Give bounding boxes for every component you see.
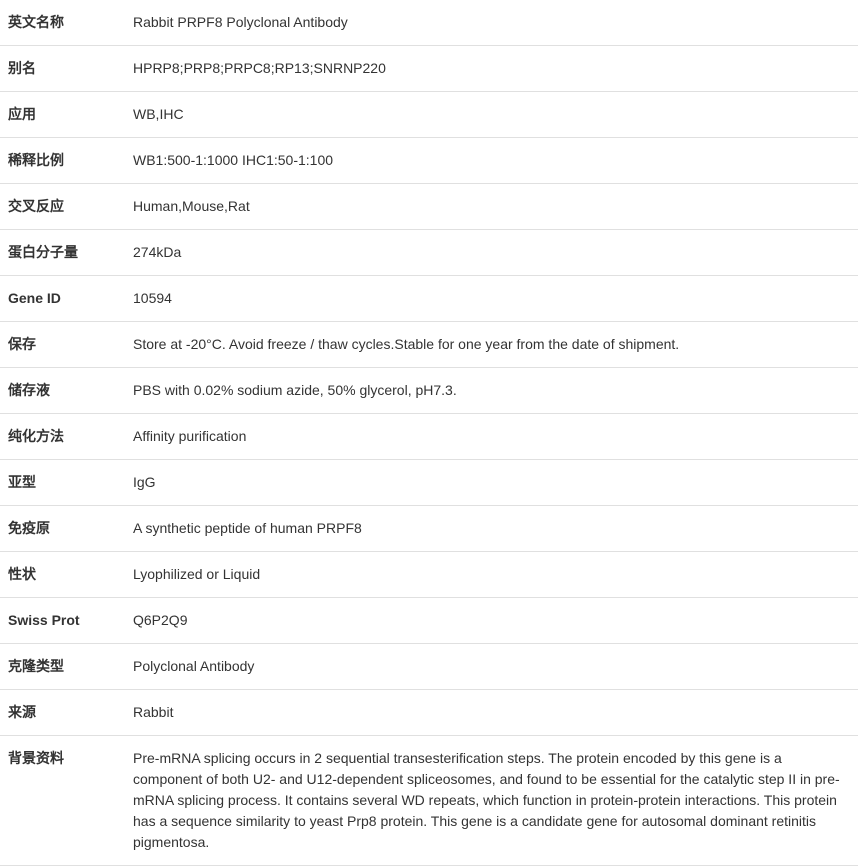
table-row: 免疫原A synthetic peptide of human PRPF8 (0, 506, 858, 552)
row-value: Rabbit (125, 690, 858, 736)
row-label: Gene ID (0, 276, 125, 322)
row-value: Pre-mRNA splicing occurs in 2 sequential… (125, 736, 858, 866)
table-row: 储存液PBS with 0.02% sodium azide, 50% glyc… (0, 368, 858, 414)
table-row: 别名HPRP8;PRP8;PRPC8;RP13;SNRNP220 (0, 46, 858, 92)
row-value: Human,Mouse,Rat (125, 184, 858, 230)
table-row: 纯化方法Affinity purification (0, 414, 858, 460)
table-row: 应用WB,IHC (0, 92, 858, 138)
table-row: 克隆类型Polyclonal Antibody (0, 644, 858, 690)
table-row: 交叉反应Human,Mouse,Rat (0, 184, 858, 230)
row-label: 免疫原 (0, 506, 125, 552)
row-label: Swiss Prot (0, 598, 125, 644)
table-row: 蛋白分子量274kDa (0, 230, 858, 276)
row-label: 稀释比例 (0, 138, 125, 184)
row-value: Q6P2Q9 (125, 598, 858, 644)
row-value: Affinity purification (125, 414, 858, 460)
spec-table: 英文名称Rabbit PRPF8 Polyclonal Antibody别名HP… (0, 0, 858, 866)
row-label: 克隆类型 (0, 644, 125, 690)
row-value: IgG (125, 460, 858, 506)
row-label: 英文名称 (0, 0, 125, 46)
table-row: Gene ID10594 (0, 276, 858, 322)
table-row: 来源Rabbit (0, 690, 858, 736)
row-label: 储存液 (0, 368, 125, 414)
row-value: PBS with 0.02% sodium azide, 50% glycero… (125, 368, 858, 414)
table-row: 背景资料Pre-mRNA splicing occurs in 2 sequen… (0, 736, 858, 866)
row-value: A synthetic peptide of human PRPF8 (125, 506, 858, 552)
row-label: 来源 (0, 690, 125, 736)
row-label: 应用 (0, 92, 125, 138)
row-label: 背景资料 (0, 736, 125, 866)
row-value: 10594 (125, 276, 858, 322)
table-row: 稀释比例WB1:500-1:1000 IHC1:50-1:100 (0, 138, 858, 184)
row-label: 别名 (0, 46, 125, 92)
row-value: Lyophilized or Liquid (125, 552, 858, 598)
row-value: 274kDa (125, 230, 858, 276)
row-value: HPRP8;PRP8;PRPC8;RP13;SNRNP220 (125, 46, 858, 92)
row-value: WB,IHC (125, 92, 858, 138)
row-value: WB1:500-1:1000 IHC1:50-1:100 (125, 138, 858, 184)
row-label: 性状 (0, 552, 125, 598)
table-row: 保存Store at -20°C. Avoid freeze / thaw cy… (0, 322, 858, 368)
spec-table-body: 英文名称Rabbit PRPF8 Polyclonal Antibody别名HP… (0, 0, 858, 866)
table-row: 性状Lyophilized or Liquid (0, 552, 858, 598)
row-value: Store at -20°C. Avoid freeze / thaw cycl… (125, 322, 858, 368)
row-label: 纯化方法 (0, 414, 125, 460)
table-row: 亚型IgG (0, 460, 858, 506)
row-label: 蛋白分子量 (0, 230, 125, 276)
row-label: 保存 (0, 322, 125, 368)
row-value: Polyclonal Antibody (125, 644, 858, 690)
row-label: 亚型 (0, 460, 125, 506)
row-value: Rabbit PRPF8 Polyclonal Antibody (125, 0, 858, 46)
table-row: 英文名称Rabbit PRPF8 Polyclonal Antibody (0, 0, 858, 46)
row-label: 交叉反应 (0, 184, 125, 230)
table-row: Swiss ProtQ6P2Q9 (0, 598, 858, 644)
